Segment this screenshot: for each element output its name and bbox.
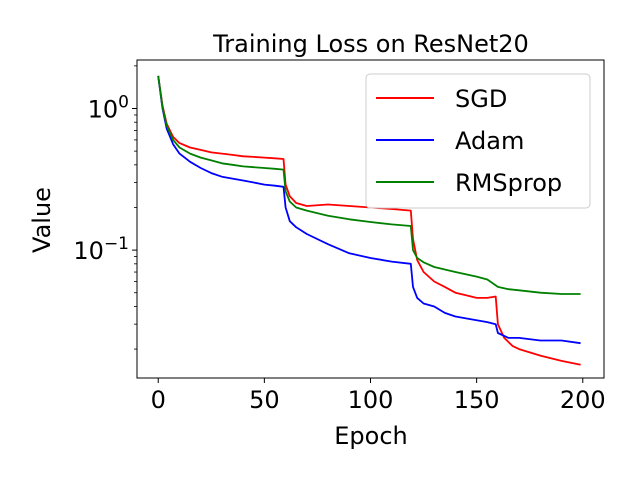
x-axis: 0 50 100 150 200: [151, 378, 606, 414]
y-tick-label: 10−1: [73, 234, 129, 265]
series-layer: [157, 75, 581, 366]
series-line-adam: [157, 75, 581, 345]
x-tick-label: 200: [560, 386, 606, 414]
legend: SGD Adam RMSprop: [365, 73, 591, 209]
y-axis: 100 10−1: [73, 65, 137, 350]
x-tick-label: 0: [151, 386, 166, 414]
series-line-sgd: [157, 75, 581, 366]
x-tick-label: 100: [348, 386, 394, 414]
y-axis-label: Value: [28, 187, 56, 253]
x-axis-label: Epoch: [334, 422, 408, 450]
legend-box: [365, 73, 591, 209]
legend-label-rmsprop: RMSprop: [455, 169, 562, 197]
series-line-rmsprop: [157, 75, 581, 295]
x-tick-label: 50: [249, 386, 280, 414]
legend-label-adam: Adam: [455, 127, 524, 155]
chart-title: Training Loss on ResNet20: [212, 30, 529, 58]
y-tick-label: 100: [88, 92, 129, 123]
legend-label-sgd: SGD: [455, 85, 507, 113]
x-tick-label: 150: [454, 386, 500, 414]
